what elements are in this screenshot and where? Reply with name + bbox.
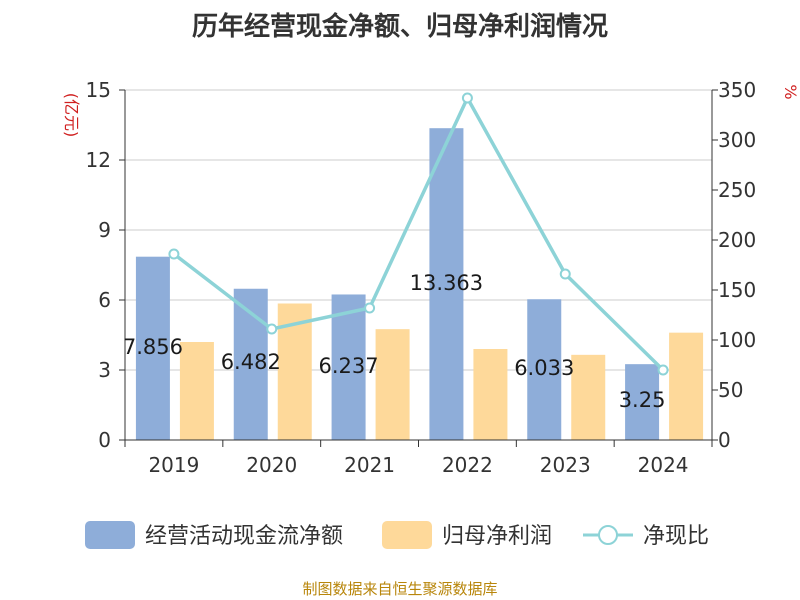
ratio-point	[561, 270, 570, 279]
left-tick-label: 15	[86, 78, 111, 102]
right-tick-label: 300	[718, 128, 756, 152]
net-profit-bar	[180, 342, 214, 440]
cashflow-data-label: 3.25	[619, 388, 666, 412]
net-profit-bar	[669, 333, 703, 440]
left-tick-label: 0	[98, 428, 111, 452]
right-tick-label: 350	[718, 78, 756, 102]
right-tick-label: 150	[718, 278, 756, 302]
right-tick-label: 100	[718, 328, 756, 352]
right-axis-unit: %	[781, 84, 800, 99]
legend-marker-ratio	[599, 526, 617, 544]
cashflow-data-label: 13.363	[410, 271, 483, 295]
left-tick-label: 9	[98, 218, 111, 242]
x-tick-label: 2021	[344, 453, 395, 477]
x-tick-label: 2023	[540, 453, 591, 477]
legend-swatch-cashflow	[85, 521, 135, 549]
left-axis-unit: (亿元)	[62, 93, 81, 138]
gridlines	[125, 90, 712, 370]
x-tick-label: 2020	[246, 453, 297, 477]
legend-swatch-net-profit	[382, 521, 432, 549]
ratio-point	[463, 94, 472, 103]
ratio-point	[169, 250, 178, 259]
right-tick-label: 0	[718, 428, 731, 452]
legend-label-net-profit: 归母净利润	[442, 524, 552, 549]
ratio-point	[659, 366, 668, 375]
net-profit-bar	[376, 329, 410, 440]
right-tick-label: 200	[718, 228, 756, 252]
cashflow-data-label: 6.033	[514, 356, 574, 380]
right-tick-label: 50	[718, 378, 743, 402]
ratio-point	[365, 304, 374, 313]
legend: 经营活动现金流净额 归母净利润 净现比	[85, 521, 709, 549]
source-note: 制图数据来自恒生聚源数据库	[0, 578, 800, 599]
left-tick-label: 6	[98, 288, 111, 312]
net-profit-bar	[571, 355, 605, 440]
cashflow-data-label: 7.856	[123, 335, 183, 359]
x-tick-label: 2022	[442, 453, 493, 477]
legend-label-cashflow: 经营活动现金流净额	[145, 524, 343, 549]
x-tick-label: 2019	[148, 453, 199, 477]
legend-label-ratio: 净现比	[643, 524, 709, 549]
ratio-point	[267, 325, 276, 334]
cashflow-data-label: 6.482	[221, 350, 281, 374]
left-tick-label: 12	[86, 148, 111, 172]
left-tick-label: 3	[98, 358, 111, 382]
cashflow-data-label: 6.237	[319, 354, 379, 378]
x-tick-label: 2024	[638, 453, 689, 477]
net-profit-bar	[473, 349, 507, 440]
right-tick-label: 250	[718, 178, 756, 202]
